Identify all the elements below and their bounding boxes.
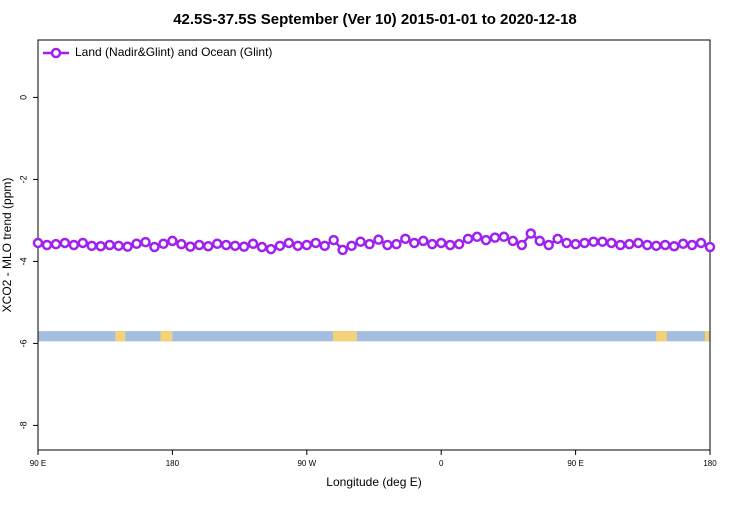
data-point [301,239,313,251]
data-point [668,240,680,252]
data-point [435,237,447,249]
data-point [642,239,653,251]
data-point [507,235,519,247]
x-tick-label: 180 [703,459,717,468]
data-point [516,239,528,251]
data-point [32,237,44,249]
x-tick-label: 0 [439,459,444,468]
legend-label: Land (Nadir&Glint) and Ocean (Glint) [75,45,272,59]
data-point [453,238,465,250]
data-point [659,239,671,251]
data-point [220,239,232,251]
data-point [283,237,295,249]
data-point [677,238,689,250]
data-point [624,238,635,250]
data-point [489,232,501,243]
x-tick-label: 90 E [30,459,46,468]
data-point [525,228,537,239]
land-segment [160,331,173,342]
data-point [561,237,572,249]
land-segment [656,331,667,342]
data-point [391,238,402,250]
data-point [534,235,546,247]
data-point [615,239,626,251]
data-point [202,240,214,252]
data-point [211,238,223,250]
data-point [319,240,330,252]
data-point [77,237,89,249]
y-tick-label: -4 [18,257,28,265]
data-point [552,233,563,245]
data-point [633,237,644,249]
x-tick-label: 90 W [297,459,316,468]
data-point [346,240,357,252]
data-point [68,239,80,251]
data-point [355,236,366,247]
data-point [310,237,322,249]
land-segment [704,331,710,342]
data-point [462,233,474,245]
data-point [426,238,438,250]
data-point [471,231,483,243]
data-point [606,237,617,249]
data-point [588,236,599,247]
data-point [113,240,124,252]
data-point [274,240,286,252]
data-point [256,241,268,253]
y-tick-label: -6 [18,339,28,347]
y-tick-label: -2 [18,175,28,183]
data-point [50,238,62,250]
data-point [247,238,259,250]
data-point [686,239,698,251]
data-point [265,243,277,255]
data-point [194,239,205,251]
data-point [122,241,133,252]
data-point [337,244,348,256]
data-point [238,241,250,252]
data-point [140,236,151,248]
data-point [695,237,707,249]
data-point [167,235,178,247]
data-point [579,237,590,249]
data-point [400,233,411,245]
land-segment [115,331,126,342]
data-point [41,239,53,251]
data-point [104,239,115,251]
data-point [570,238,581,250]
data-point [373,234,384,245]
data-point [382,239,393,251]
data-point [158,238,169,250]
data-point [229,240,241,252]
x-axis-label: Longitude (deg E) [326,475,421,489]
x-tick-label: 90 E [567,459,583,468]
ocean-band [38,331,710,342]
y-tick-label: 0 [18,95,28,100]
data-point [498,231,510,243]
data-point [86,240,98,252]
data-point [95,240,106,252]
x-tick-label: 180 [166,459,180,468]
data-point [364,238,375,250]
legend-marker [50,47,62,59]
y-axis-label: XCO2 - MLO trend (ppm) [0,178,14,313]
data-point [185,241,196,252]
chart-title: 42.5S-37.5S September (Ver 10) 2015-01-0… [173,11,577,28]
y-tick-label: -8 [18,421,28,429]
data-point [418,235,429,247]
data-point [704,241,716,253]
data-point [328,234,339,246]
data-point [292,240,304,252]
data-point [543,239,554,251]
data-point [480,234,492,246]
land-segment [332,331,357,342]
data-point [59,237,71,249]
data-point [149,241,160,253]
data-point [597,236,608,247]
data-point [176,238,187,250]
data-point [444,239,456,251]
data-point [409,237,420,249]
data-point [131,238,142,250]
data-point [650,240,662,252]
